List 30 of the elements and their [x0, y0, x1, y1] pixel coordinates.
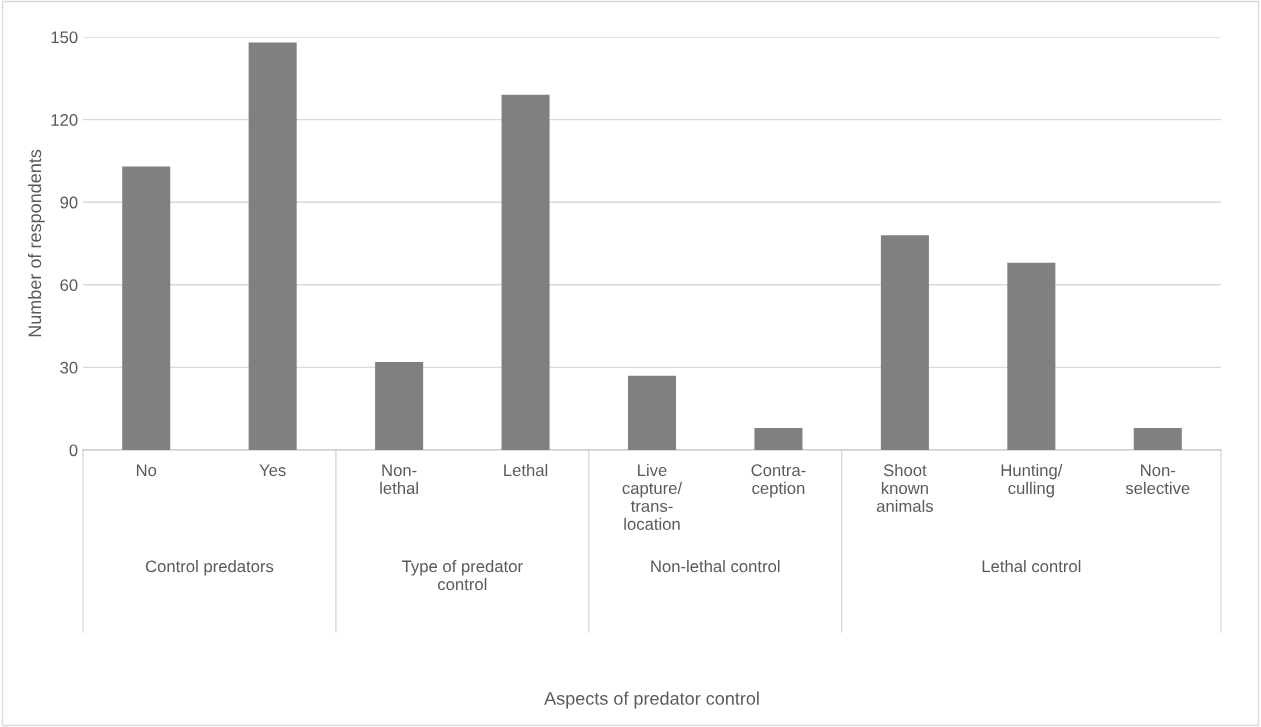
y-tick-label: 0: [69, 444, 78, 457]
x-tick-label: No: [136, 464, 157, 477]
bar: [248, 42, 297, 450]
bar: [880, 235, 929, 450]
x-tick-label: Non- lethal: [380, 464, 418, 495]
y-tick-label: 60: [60, 279, 78, 291]
bar: [122, 166, 171, 450]
x-tick-label: Shoot known animals: [876, 463, 933, 513]
x-tick-label: Hunting/ culling: [1001, 463, 1063, 498]
x-tick-label: Live capture/ trans- location: [622, 463, 683, 530]
x-tick-label: Contra- ception: [751, 464, 806, 498]
bar: [501, 94, 550, 450]
bar: [1007, 262, 1056, 450]
bar: [1133, 427, 1182, 450]
y-tick-label: 30: [60, 361, 78, 374]
text: Aspects of predator control: [544, 691, 759, 709]
y-axis-title: Number of respondents: [27, 149, 45, 337]
x-tick-label: Lethal: [504, 463, 548, 477]
x-tick-label: Non- selective: [1125, 464, 1190, 495]
y-tick-label: 150: [51, 31, 78, 44]
text: Non-lethal control: [651, 560, 780, 573]
text: Type of predator control: [402, 560, 523, 591]
text: Lethal control: [982, 560, 1081, 573]
bar: [375, 361, 424, 450]
y-tick-label: 90: [60, 196, 78, 209]
bar: [754, 427, 803, 450]
bar: [627, 375, 677, 450]
y-tick-label: 120: [51, 114, 78, 126]
text: Control predators: [145, 560, 274, 576]
x-tick-label: Yes: [259, 464, 286, 477]
